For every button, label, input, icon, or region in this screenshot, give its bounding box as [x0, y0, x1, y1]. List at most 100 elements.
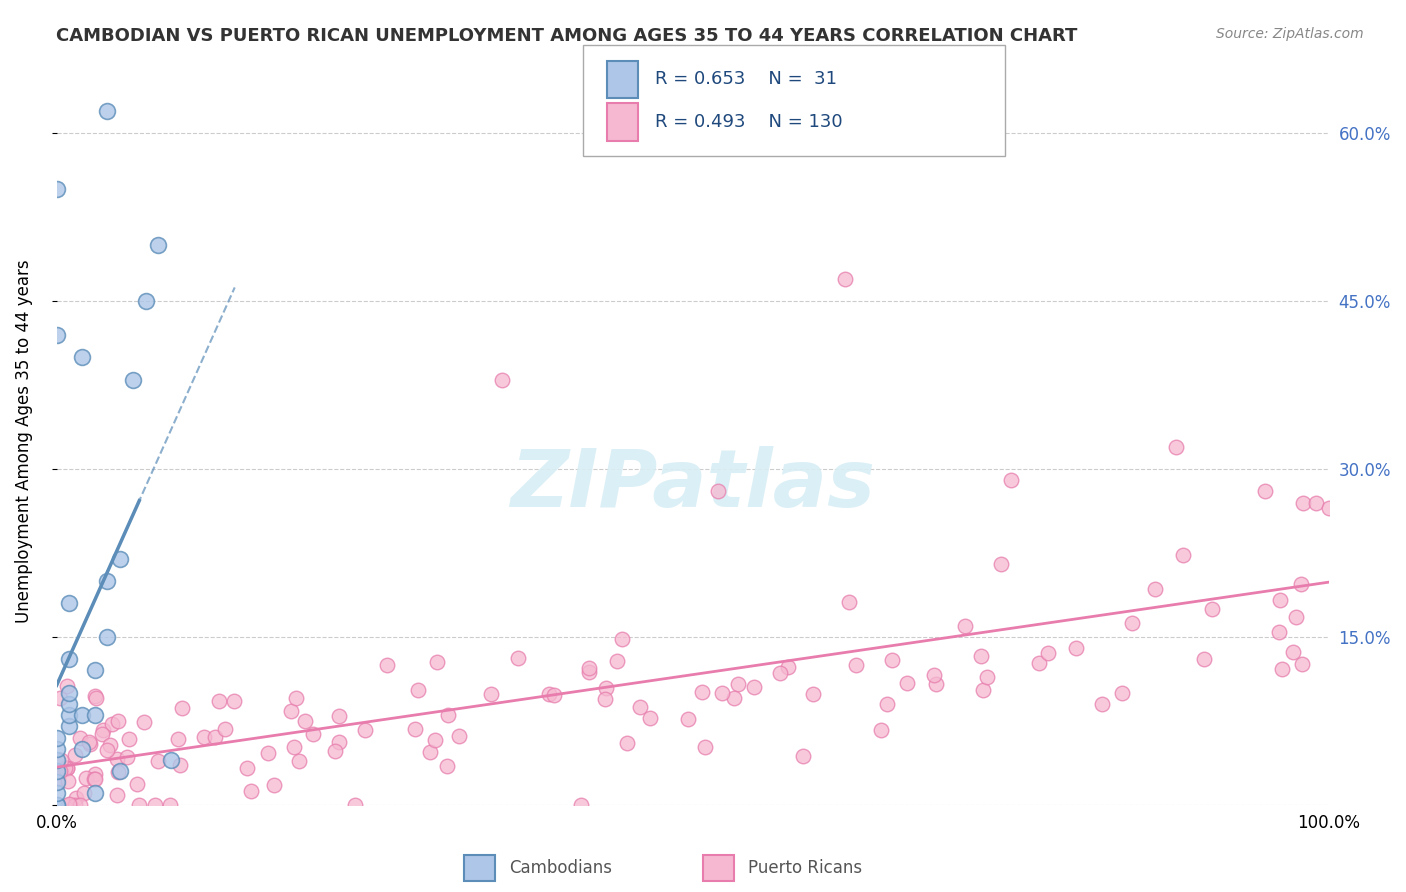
Point [73, 786, 96, 800]
Point [105, 752, 128, 766]
Point [896, 676, 918, 690]
Point [1111, 686, 1133, 700]
Point [84, 772, 107, 787]
Point [1064, 641, 1087, 656]
Point [58, 652, 80, 666]
Point [55, 761, 77, 775]
Point [1292, 495, 1315, 509]
Point [328, 709, 350, 723]
Point [834, 272, 856, 286]
Point [838, 595, 860, 609]
Point [70, 708, 93, 723]
Point [323, 744, 346, 758]
Point [55, 761, 77, 775]
Point [59, 797, 82, 812]
Point [145, 797, 167, 812]
Point [423, 732, 446, 747]
Point [870, 723, 893, 738]
Point [882, 653, 904, 667]
Point [107, 764, 129, 779]
Point [48, 764, 70, 778]
Point [208, 694, 231, 708]
Point [1285, 610, 1308, 624]
Point [105, 788, 128, 802]
Point [970, 648, 993, 663]
Point [845, 658, 868, 673]
Point [1144, 582, 1167, 596]
Point [65, 790, 87, 805]
Point [280, 704, 302, 718]
Point [115, 750, 138, 764]
Point [1201, 601, 1223, 615]
Point [693, 739, 716, 754]
Point [1282, 644, 1305, 658]
Point [214, 722, 236, 736]
Point [344, 797, 367, 812]
Point [792, 749, 814, 764]
Point [56, 679, 79, 693]
Point [742, 681, 765, 695]
Point [98, 738, 121, 752]
Point [1271, 662, 1294, 676]
Point [1268, 625, 1291, 640]
Point [1254, 484, 1277, 499]
Point [404, 723, 426, 737]
Point [263, 778, 285, 792]
Point [45, 731, 67, 745]
Point [70, 741, 93, 756]
Point [543, 688, 565, 702]
Point [491, 372, 513, 386]
Point [353, 723, 375, 738]
Point [45, 797, 67, 812]
Point [616, 736, 638, 750]
Point [79, 737, 101, 751]
Point [328, 735, 350, 749]
Point [148, 238, 170, 252]
Point [45, 797, 67, 812]
Text: Source: ZipAtlas.com: Source: ZipAtlas.com [1216, 27, 1364, 41]
Point [55, 761, 77, 775]
Text: R = 0.653    N =  31: R = 0.653 N = 31 [655, 70, 837, 88]
Point [711, 685, 734, 699]
Point [1194, 651, 1216, 665]
Point [63, 797, 86, 812]
Point [235, 761, 257, 775]
Point [79, 735, 101, 749]
Point [83, 767, 105, 781]
Point [676, 712, 699, 726]
Point [924, 676, 946, 690]
Point [83, 708, 105, 723]
Point [118, 732, 141, 747]
Point [1291, 657, 1313, 671]
Point [406, 682, 429, 697]
Point [1164, 440, 1187, 454]
Point [45, 787, 67, 801]
Point [122, 372, 145, 386]
Point [96, 103, 118, 118]
Text: ZIPatlas: ZIPatlas [510, 446, 875, 524]
Point [58, 686, 80, 700]
Point [58, 797, 80, 811]
Point [107, 714, 129, 729]
Point [45, 753, 67, 767]
Point [257, 746, 280, 760]
Point [110, 764, 132, 778]
Point [630, 700, 652, 714]
Point [58, 708, 80, 723]
Point [135, 294, 157, 309]
Point [169, 758, 191, 772]
Point [1000, 473, 1022, 487]
Point [132, 714, 155, 729]
Point [1268, 592, 1291, 607]
Point [69, 731, 91, 745]
Point [83, 787, 105, 801]
Point [953, 619, 976, 633]
Point [58, 596, 80, 610]
Point [876, 697, 898, 711]
Text: Cambodians: Cambodians [509, 859, 612, 877]
Point [1091, 698, 1114, 712]
Point [58, 697, 80, 711]
Point [96, 630, 118, 644]
Point [508, 651, 530, 665]
Point [1121, 616, 1143, 631]
